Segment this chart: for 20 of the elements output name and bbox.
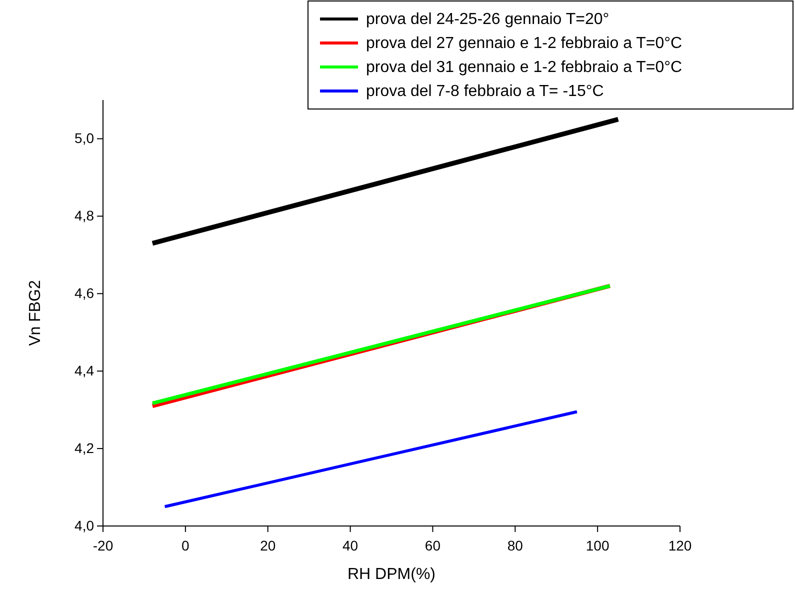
legend-label: prova del 31 gennaio e 1-2 febbraio a T=0°C xyxy=(366,59,682,76)
x-tick-label: 120 xyxy=(668,537,692,554)
legend-label: prova del 27 gennaio e 1-2 febbraio a T=0°C xyxy=(366,35,682,52)
x-tick-label: -20 xyxy=(92,537,114,554)
x-tick-label: 80 xyxy=(507,537,524,554)
y-tick-label: 4,0 xyxy=(74,517,94,534)
x-tick-label: 20 xyxy=(260,537,276,554)
x-tick-label: 0 xyxy=(182,537,190,554)
x-tick-label: 60 xyxy=(424,537,441,554)
legend-label: prova del 24-25-26 gennaio T=20° xyxy=(366,11,610,28)
y-tick-label: 4,8 xyxy=(74,208,94,224)
x-tick-label: 40 xyxy=(342,537,358,554)
x-tick-label: 100 xyxy=(586,537,610,554)
y-tick-label: 5,0 xyxy=(74,130,94,146)
x-axis-title: RH DPM(%) xyxy=(348,566,436,583)
y-axis-title: Vn FBG2 xyxy=(27,280,44,346)
y-tick-label: 4,4 xyxy=(74,362,94,379)
y-tick-label: 4,6 xyxy=(74,285,94,302)
legend-label: prova del 7-8 febbraio a T= -15°C xyxy=(366,83,604,100)
y-tick-label: 4,2 xyxy=(74,440,94,456)
